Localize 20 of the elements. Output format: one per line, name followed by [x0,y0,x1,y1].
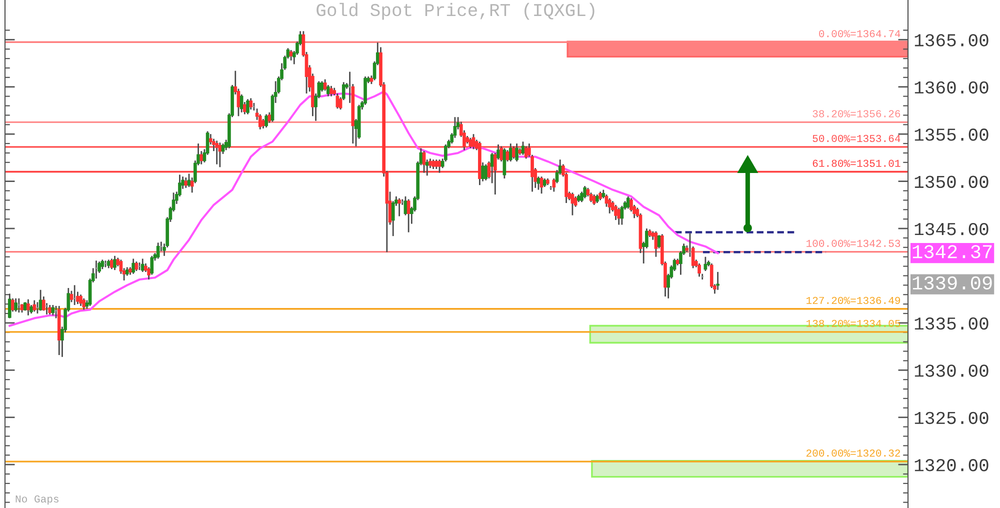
y-tick-label: 1325.00 [914,412,988,424]
ref-line-label: 100.00%=1342.53 [806,240,900,247]
ref-line-label: 0.00%=1364.74 [819,30,900,38]
y-tick-label: 1345.00 [914,222,988,236]
ref-line-label: 127.20%=1336.49 [806,296,900,304]
y-tick-label: 1335.00 [914,317,988,330]
y-tick-label: 1355.00 [914,128,988,141]
ref-line-label: 50.00%=1353.64 [812,134,900,142]
y-tick-label: 1330.00 [914,364,988,377]
chart-title: Gold Spot Price,RT (IQXGL) [316,2,594,20]
ref-line-label: 38.20%=1356.26 [812,110,900,118]
text: 1342.37 [912,245,992,258]
y-tick-label: 1320.00 [914,459,988,472]
y-tick-label: 1350.00 [914,176,988,188]
text: 1339.09 [912,276,992,290]
annotation: No Gaps [16,495,58,505]
y-tick-label: 1365.00 [914,34,988,46]
y-tick-label: 1360.00 [914,81,988,94]
ref-line-label: 61.80%=1351.01 [812,160,900,167]
ref-line-label: 200.00%=1320.32 [806,450,900,457]
